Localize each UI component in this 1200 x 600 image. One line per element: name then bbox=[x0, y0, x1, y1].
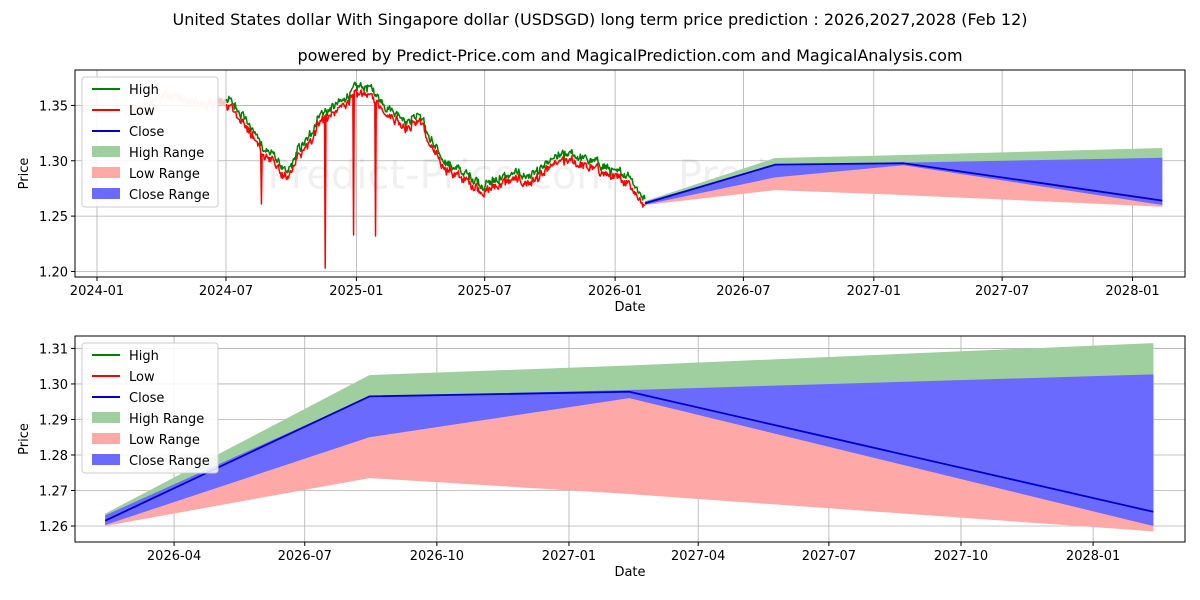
x-tick-label: 2025-01 bbox=[329, 284, 383, 299]
y-tick-label: 1.30 bbox=[39, 378, 68, 393]
close-range-area bbox=[644, 157, 1163, 206]
legend-label: High bbox=[129, 83, 159, 98]
chart-subtitle: powered by Predict-Price.com and Magical… bbox=[297, 46, 962, 65]
long-term-chart: Predict-Price.comPredict-Price.com2024-0… bbox=[17, 69, 1186, 315]
x-tick-label: 2027-04 bbox=[671, 549, 725, 564]
x-axis-label: Date bbox=[614, 300, 645, 315]
x-tick-label: 2026-04 bbox=[147, 549, 201, 564]
legend: High Low Close High Range Low Range Close Ran… bbox=[81, 76, 219, 208]
x-tick-label: 2027-07 bbox=[975, 284, 1029, 299]
x-axis-label: Date bbox=[614, 565, 645, 580]
legend-label: Low Range bbox=[129, 167, 200, 182]
x-tick-label: 2024-01 bbox=[70, 284, 124, 299]
y-tick-label: 1.25 bbox=[39, 210, 68, 225]
legend-label: High Range bbox=[129, 146, 204, 161]
x-tick-label: 2028-01 bbox=[1105, 284, 1159, 299]
y-tick-label: 1.27 bbox=[39, 485, 68, 500]
axes-frame bbox=[74, 69, 1186, 278]
y-tick-label: 1.30 bbox=[39, 155, 68, 170]
plot-area bbox=[125, 81, 1163, 269]
y-axis-label: Price bbox=[17, 158, 32, 190]
legend-label: High Range bbox=[129, 412, 204, 427]
y-tick-label: 1.29 bbox=[39, 413, 68, 428]
x-tick-label: 2026-10 bbox=[410, 549, 464, 564]
x-tick-label: 2024-07 bbox=[199, 284, 253, 299]
legend-label: Low bbox=[129, 104, 155, 119]
legend-swatch bbox=[92, 167, 120, 178]
y-tick-label: 1.28 bbox=[39, 449, 68, 464]
legend-label: Low bbox=[129, 370, 155, 385]
legend-swatch bbox=[92, 412, 120, 423]
x-tick-label: 2026-07 bbox=[278, 549, 332, 564]
x-tick-label: 2026-01 bbox=[588, 284, 642, 299]
legend-label: Close Range bbox=[129, 188, 210, 203]
close-range-area bbox=[105, 374, 1154, 527]
forecast-detail-chart: Predict-Price.comPredict-Price.com2026-0… bbox=[17, 335, 1186, 580]
legend-swatch bbox=[92, 454, 120, 465]
legend-swatch bbox=[92, 188, 120, 199]
plot-area bbox=[104, 343, 1154, 532]
y-tick-label: 1.31 bbox=[39, 342, 68, 357]
chart-title: United States dollar With Singapore doll… bbox=[172, 10, 1027, 29]
high-line bbox=[225, 81, 646, 201]
legend-label: Close bbox=[129, 125, 164, 140]
x-tick-label: 2027-01 bbox=[847, 284, 901, 299]
legend-swatch bbox=[92, 433, 120, 444]
y-axis-label: Price bbox=[17, 423, 32, 455]
legend-swatch bbox=[92, 146, 120, 157]
legend-label: Close Range bbox=[129, 454, 210, 469]
x-tick-label: 2027-01 bbox=[542, 549, 596, 564]
legend-label: Close bbox=[129, 391, 164, 406]
y-tick-label: 1.35 bbox=[39, 99, 68, 114]
close-forecast-line bbox=[644, 162, 1163, 205]
y-tick-label: 1.26 bbox=[39, 520, 68, 535]
axes-frame bbox=[74, 335, 1186, 543]
y-tick-label: 1.20 bbox=[39, 265, 68, 280]
x-tick-label: 2025-07 bbox=[458, 284, 512, 299]
close-forecast-line bbox=[104, 390, 1154, 522]
legend: High Low Close High Range Low Range Close Ran… bbox=[81, 342, 219, 474]
x-tick-label: 2028-01 bbox=[1066, 549, 1120, 564]
low-line bbox=[225, 88, 646, 269]
x-tick-label: 2027-10 bbox=[934, 549, 988, 564]
legend-label: High bbox=[129, 349, 159, 364]
x-tick-label: 2026-07 bbox=[716, 284, 770, 299]
legend-label: Low Range bbox=[129, 433, 200, 448]
x-tick-label: 2027-07 bbox=[802, 549, 856, 564]
